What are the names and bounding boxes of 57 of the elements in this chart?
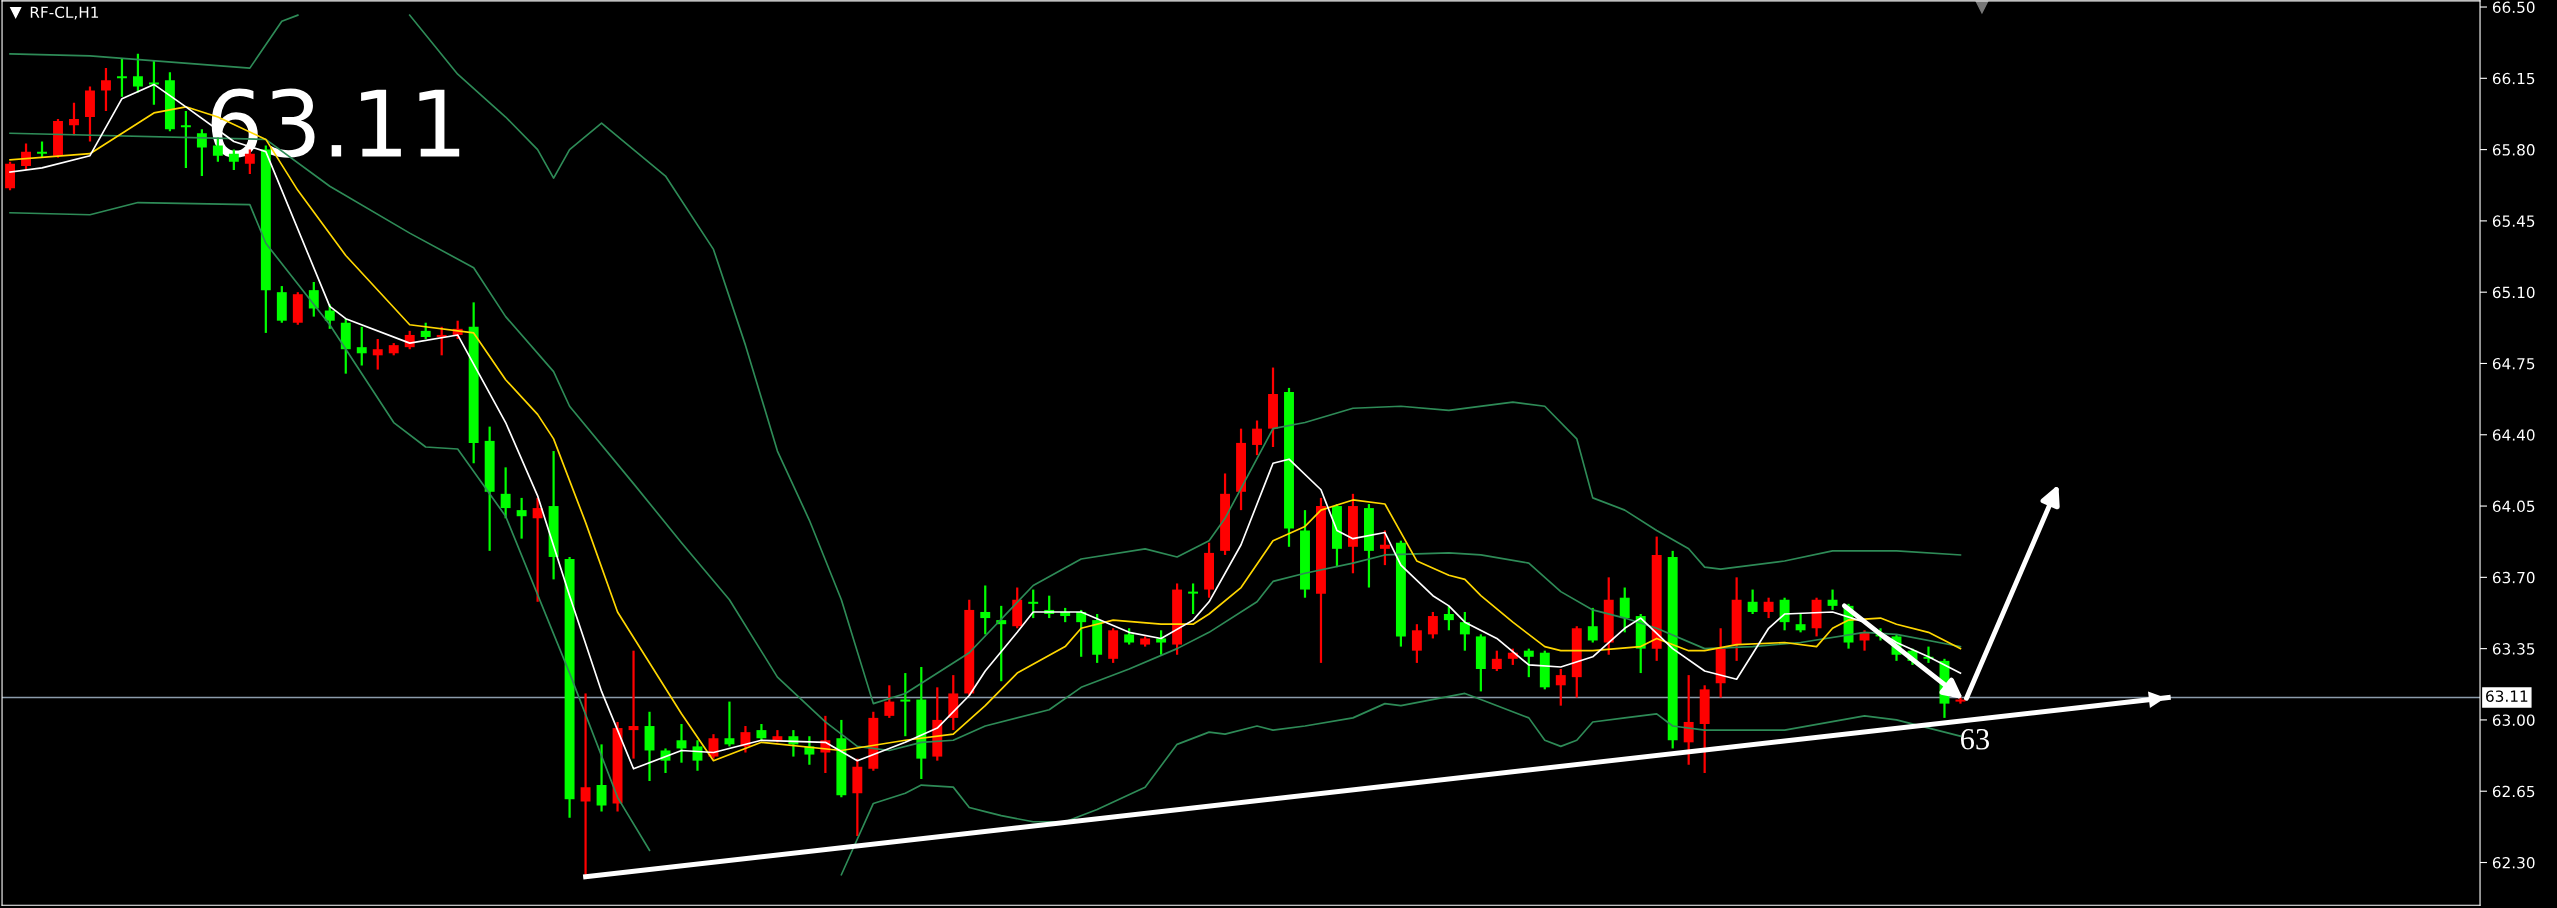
candlestick — [980, 584, 991, 636]
candlestick — [1795, 612, 1806, 634]
candlestick — [516, 496, 527, 540]
y-tick-label: 63.70 — [2492, 571, 2535, 584]
annotation: 63 — [1960, 728, 1990, 750]
y-tick-label: 64.40 — [2492, 429, 2535, 441]
line-series — [9, 201, 651, 852]
candlestick — [1587, 606, 1598, 644]
candlestick — [132, 52, 143, 94]
candlestick — [1555, 667, 1566, 707]
candlestick — [628, 649, 639, 760]
y-tick-label: 65.80 — [2492, 144, 2535, 156]
candlestick — [884, 684, 895, 719]
candlestick — [180, 109, 191, 170]
candlestick — [116, 56, 127, 98]
candlestick — [1763, 596, 1774, 620]
chart-title: RF-CL,H1 — [30, 6, 99, 20]
candlestick — [580, 692, 591, 876]
candlestick — [1156, 629, 1167, 656]
candlestick — [596, 743, 607, 813]
y-tick-label: 65.10 — [2492, 286, 2535, 299]
candlestick — [1459, 610, 1470, 652]
candlestick — [101, 67, 111, 113]
candlestick — [1379, 529, 1390, 567]
y-tick-label: 62.30 — [2492, 856, 2535, 869]
candlestick — [1411, 623, 1422, 664]
ref-line-label: 63.11 — [2486, 690, 2528, 702]
candlestick — [1827, 588, 1838, 612]
y-tick-label: 66.50 — [2492, 1, 2535, 14]
candlestick — [196, 128, 207, 178]
candlestick — [1619, 586, 1630, 634]
candlestick — [372, 337, 383, 371]
candlestick — [1523, 647, 1534, 679]
y-tick-label: 63.00 — [2492, 714, 2535, 726]
candlestick — [1747, 588, 1758, 616]
candlestick — [1683, 674, 1694, 766]
candlestick — [1427, 610, 1438, 640]
candlestick — [1779, 596, 1790, 632]
candlestick — [532, 496, 543, 603]
candlestick — [900, 671, 911, 738]
annotation: 63.11 — [211, 88, 460, 158]
candlestick — [1443, 604, 1454, 632]
y-tick-label: 64.75 — [2492, 357, 2535, 370]
candlestick — [724, 700, 735, 748]
candlestick — [1252, 419, 1262, 457]
y-tick-label: 62.65 — [2492, 785, 2535, 798]
y-tick-label: 65.45 — [2492, 215, 2535, 227]
candlestick — [1028, 588, 1039, 620]
candlestick — [1188, 582, 1199, 616]
candlestick — [69, 101, 79, 137]
y-tick-label: 63.35 — [2492, 643, 2535, 655]
y-tick-label: 64.05 — [2492, 500, 2535, 513]
line-series — [840, 692, 1962, 876]
candlestick — [324, 303, 335, 330]
y-tick-label: 66.15 — [2492, 72, 2535, 85]
candlestick — [356, 325, 367, 367]
candlestick — [1491, 649, 1502, 673]
